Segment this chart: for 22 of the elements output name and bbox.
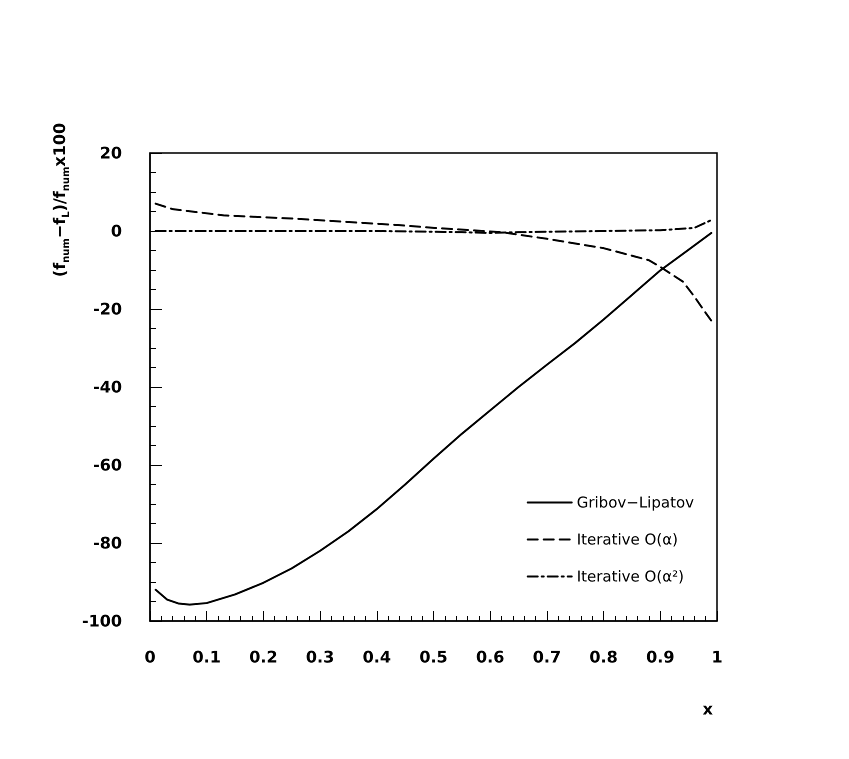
x-tick-label: 1: [711, 648, 723, 666]
x-tick-label: 0.5: [419, 648, 448, 666]
legend-label: Iterative O(α²): [576, 568, 684, 586]
x-tick-label: 0.8: [589, 648, 618, 666]
x-tick-label: 0.1: [192, 648, 221, 666]
x-axis-title: x: [702, 700, 714, 718]
x-tick-label: 0: [144, 648, 156, 666]
legend-label: Iterative O(α): [576, 530, 678, 548]
x-tick-label: 0.4: [362, 648, 391, 666]
y-tick-label: -40: [93, 378, 122, 396]
y-tick-label: -80: [93, 534, 122, 552]
x-tick-label: 0.3: [306, 648, 334, 666]
x-tick-label: 0.6: [476, 648, 504, 666]
x-tick-label: 0.7: [532, 648, 562, 666]
y-tick-label: -60: [93, 456, 122, 474]
legend-label: Gribov−Lipatov: [576, 494, 694, 512]
x-tick-label: 0.2: [249, 648, 278, 666]
y-tick-label: -100: [82, 612, 122, 630]
y-tick-label: 20: [100, 144, 122, 162]
y-tick-label: 0: [110, 222, 122, 240]
y-tick-label: -20: [93, 300, 122, 318]
x-tick-label: 0.9: [646, 648, 674, 666]
